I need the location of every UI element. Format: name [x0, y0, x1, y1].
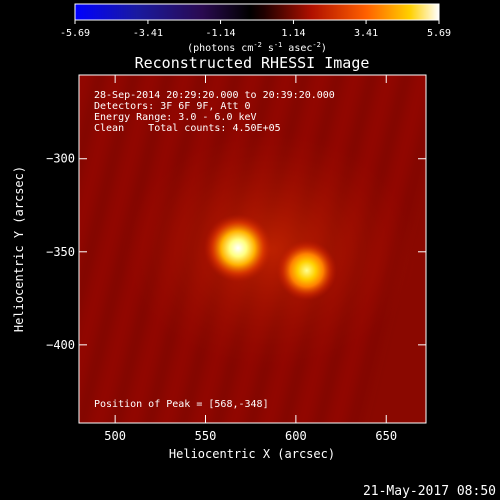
x-axis-ticks: 500 550 600 650: [104, 75, 397, 443]
map-stripe: [79, 75, 148, 423]
source-2: [276, 240, 337, 301]
y-tick-label: −350: [46, 245, 75, 259]
info-energy: Energy Range: 3.0 - 6.0 keV: [94, 112, 257, 123]
x-tick-label: 550: [195, 429, 217, 443]
colorbar-tick-label: 1.14: [281, 28, 305, 39]
source-1: [204, 214, 273, 283]
colorbar-label: (photons cm-2 s-1 asec-2): [187, 41, 327, 54]
plot-title: Reconstructed RHESSI Image: [135, 54, 370, 72]
colorbar-tick-label: -1.14: [205, 28, 235, 39]
map-stripe: [79, 75, 165, 423]
image-map: [79, 75, 426, 423]
plot-frame: [78, 74, 427, 424]
timestamp: 21-May-2017 08:50: [363, 484, 496, 499]
y-axis-ticks: −300 −350 −400: [46, 152, 426, 352]
x-tick-label: 500: [104, 429, 126, 443]
peak-position: Position of Peak = [568,-348]: [94, 399, 269, 410]
y-tick-label: −400: [46, 338, 75, 352]
info-method: Clean Total counts: 4.50E+05: [94, 123, 281, 134]
x-tick-label: 650: [375, 429, 397, 443]
info-detectors: Detectors: 3F 6F 9F, Att 0: [94, 101, 251, 112]
colorbar-ticks: -5.69 -3.41 -1.14 1.14 3.41 5.69: [60, 20, 451, 39]
colorbar: [74, 3, 440, 21]
colorbar-tick-label: -5.69: [60, 28, 90, 39]
x-axis-title: Heliocentric X (arcsec): [169, 447, 335, 461]
y-tick-label: −300: [46, 152, 75, 166]
info-time-range: 28-Sep-2014 20:29:20.000 to 20:39:20.000: [94, 90, 335, 101]
map-stripe: [79, 75, 131, 423]
y-axis-title: Heliocentric Y (arcsec): [12, 166, 26, 332]
colorbar-tick-label: -3.41: [133, 28, 163, 39]
colorbar-tick-label: 3.41: [354, 28, 378, 39]
colorbar-tick-label: 5.69: [427, 28, 451, 39]
map-stripe: [79, 75, 114, 423]
x-tick-label: 600: [285, 429, 307, 443]
